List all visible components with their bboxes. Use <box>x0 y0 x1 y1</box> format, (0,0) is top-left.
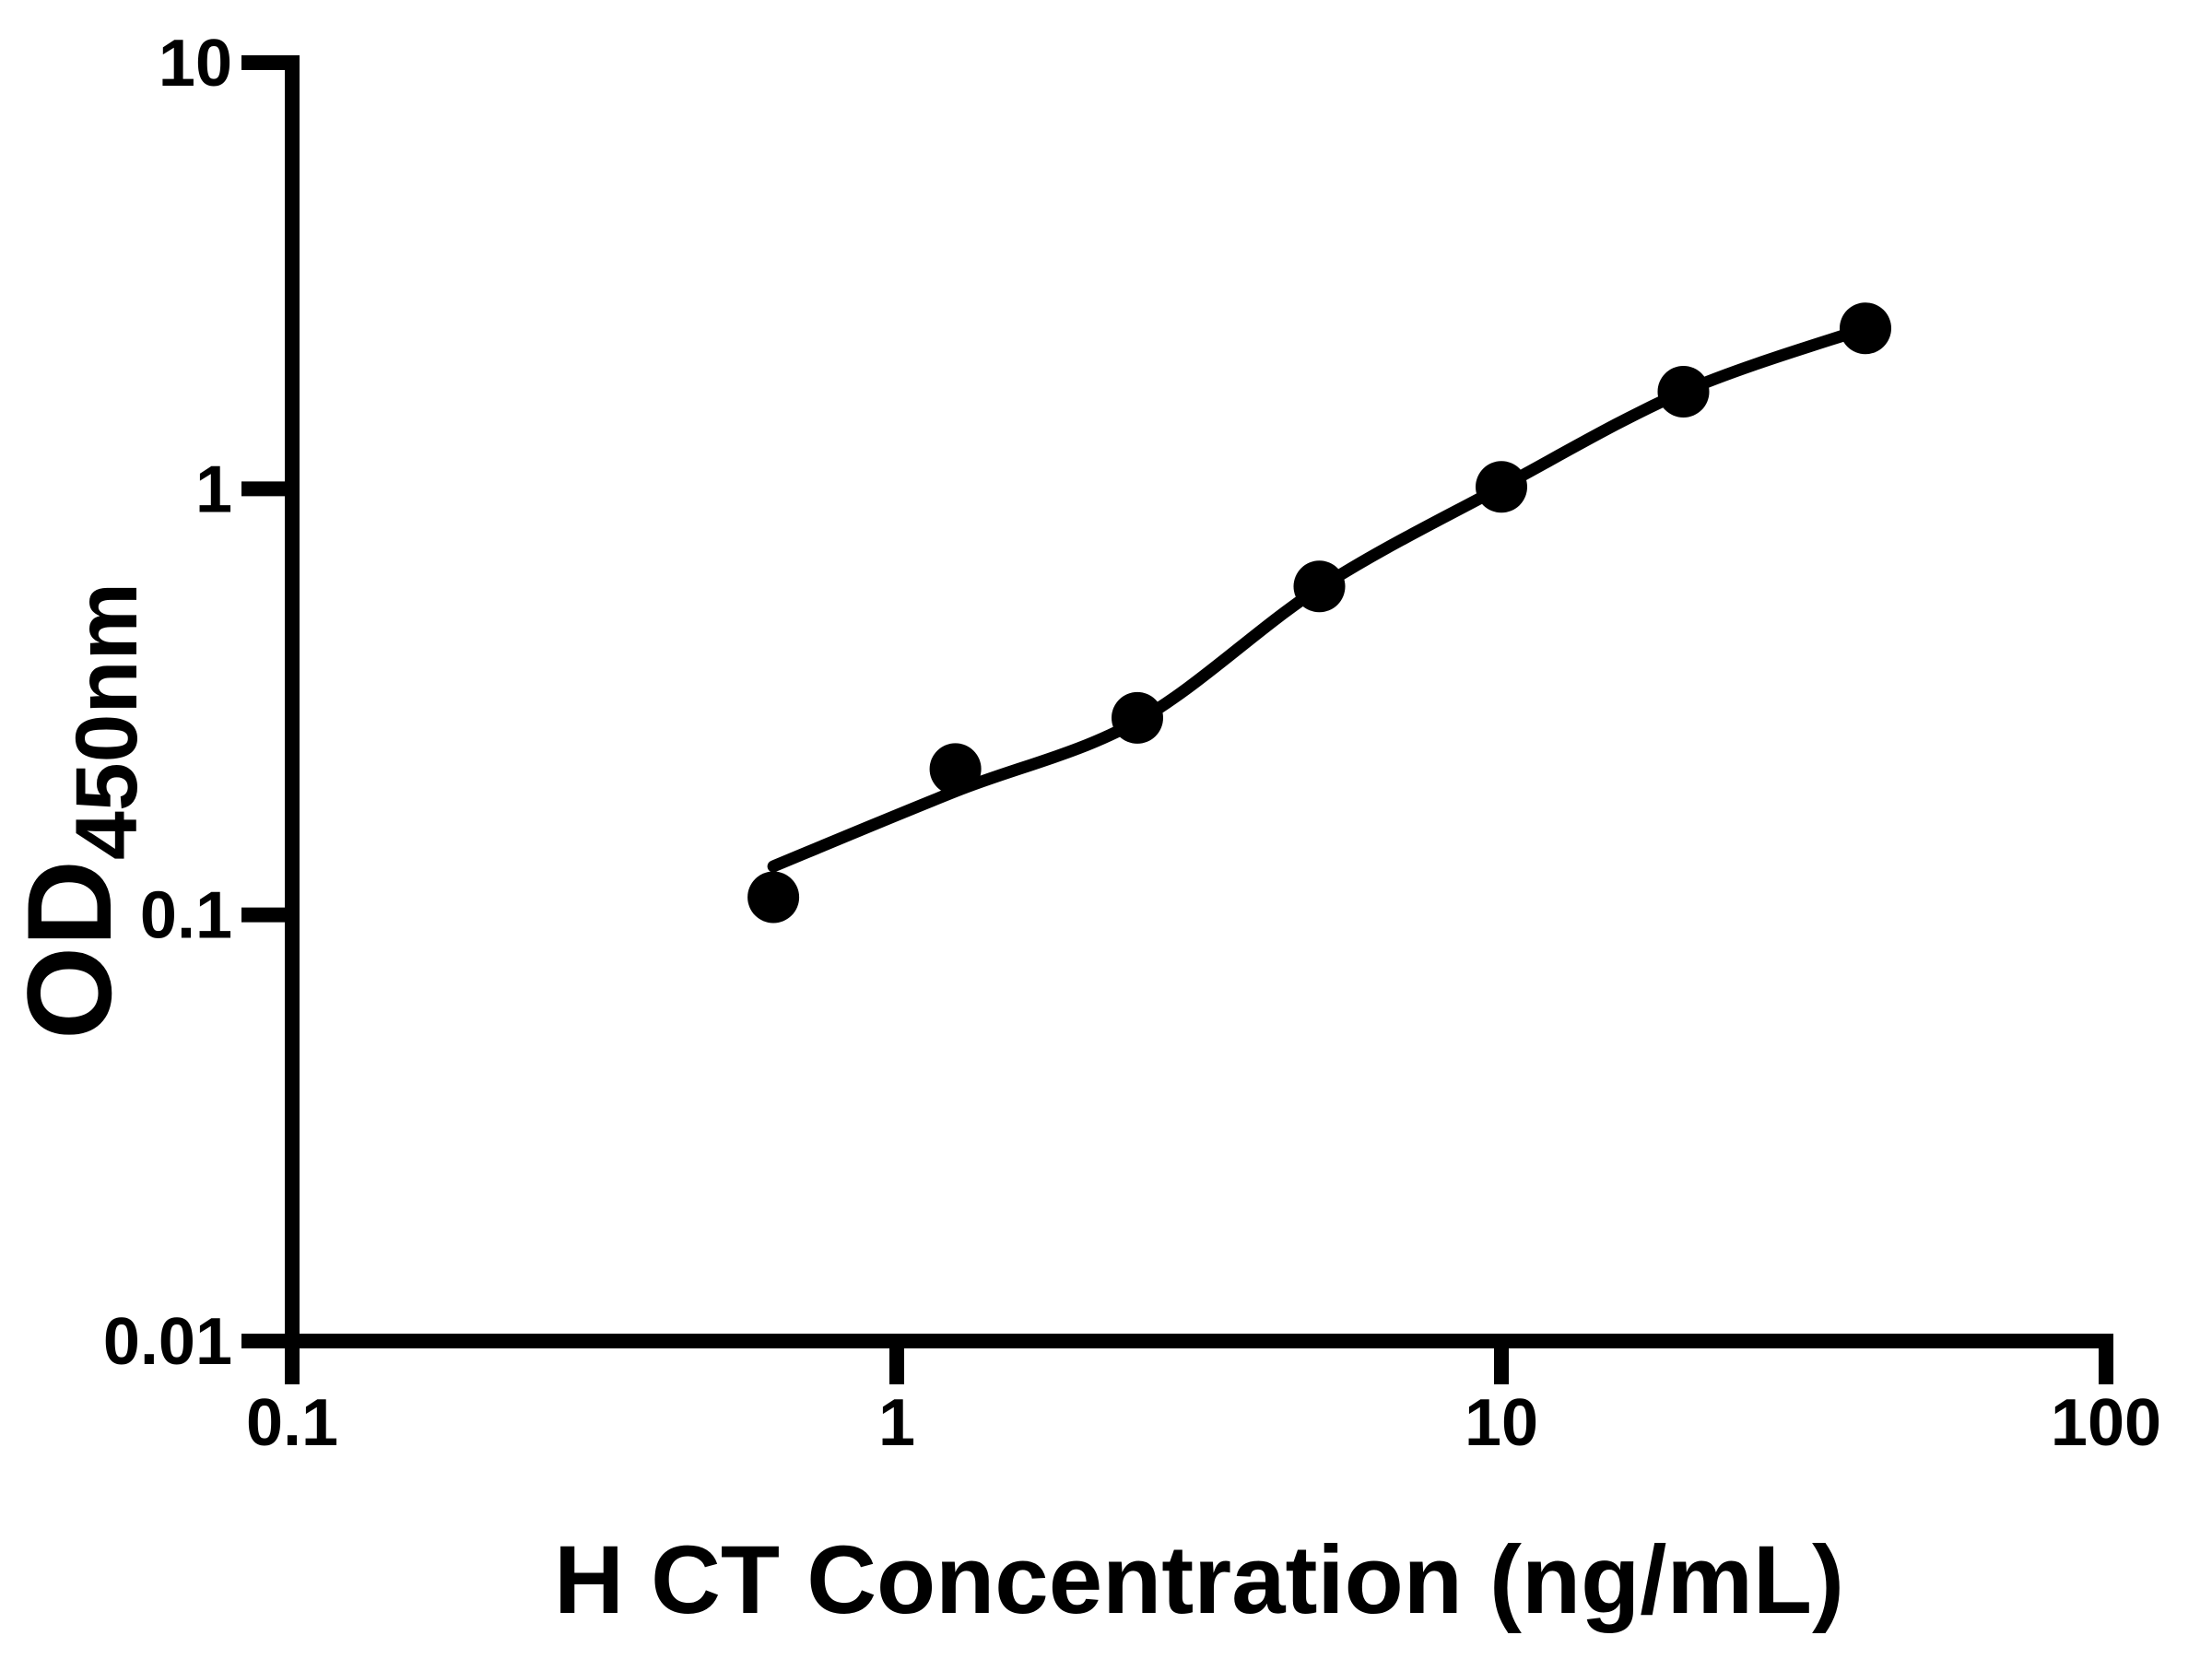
y-tick-label: 0.01 <box>103 1305 232 1379</box>
data-point <box>1657 366 1710 418</box>
y-tick-label: 1 <box>195 453 232 526</box>
y-axis-title: OD450nm <box>2 582 156 1040</box>
data-point <box>1293 560 1346 613</box>
x-tick-label: 0.1 <box>246 1386 338 1460</box>
data-point <box>1476 461 1527 513</box>
y-tick-label: 10 <box>159 27 232 100</box>
x-tick-label: 10 <box>1465 1386 1538 1460</box>
data-point <box>1840 302 1891 355</box>
data-point <box>929 743 982 795</box>
x-tick-label: 1 <box>878 1386 915 1460</box>
x-tick-label: 100 <box>2051 1386 2161 1460</box>
x-axis-title: H CT Concentration (ng/mL) <box>554 1526 1844 1634</box>
y-tick-label: 0.1 <box>140 879 232 953</box>
y-axis-title-subscript: 450nm <box>58 582 156 860</box>
data-points-layer <box>747 302 1891 924</box>
data-point <box>1112 691 1163 744</box>
y-axis-title-main: OD <box>2 860 136 1040</box>
data-point <box>747 871 800 924</box>
axes <box>285 55 2113 1348</box>
axis-ticks <box>241 55 2113 1384</box>
